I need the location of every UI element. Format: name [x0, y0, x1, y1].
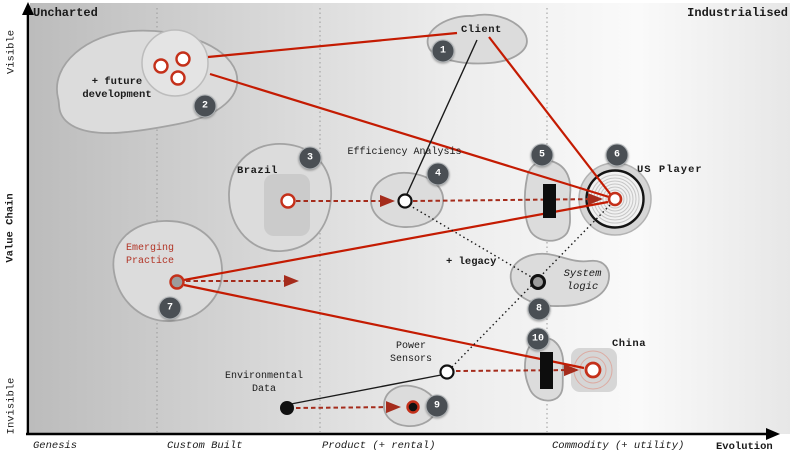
badge-6: 6	[605, 143, 629, 167]
inertia-bar-supplier	[543, 184, 556, 218]
badge-4: 4	[426, 162, 450, 186]
node-future-b	[175, 51, 191, 67]
y-axis-title: Value Chain	[4, 193, 17, 263]
label-client: Client	[461, 24, 502, 36]
arrow-envdata-to-sensorblob	[295, 401, 401, 414]
label-power-sensors: Power Sensors	[389, 341, 432, 365]
link-client-to-efficiency	[406, 39, 478, 195]
label-industrialised: Industrialised	[687, 6, 788, 20]
label-system-logic: System logic	[563, 268, 602, 294]
label-legacy: + legacy	[446, 256, 497, 268]
link-emerging-to-us-player	[183, 200, 609, 282]
badge-8: 8	[527, 297, 551, 321]
inertia-bar-china	[540, 352, 553, 389]
label-emerging-practice: Emerging Practice	[126, 243, 175, 267]
red-links	[183, 31, 612, 370]
node-efficiency-analysis	[397, 193, 413, 209]
badge-1: 1	[431, 39, 455, 63]
badge-10: 10	[526, 327, 550, 351]
x-axis-arrow	[766, 428, 780, 440]
arrow-powersensors-to-china	[455, 364, 579, 377]
node-power-sensors	[439, 364, 455, 380]
link-efficiency-to-systemlogic	[408, 204, 534, 279]
node-sensor-blob	[406, 400, 420, 414]
link-usplayer-to-powersensors	[450, 204, 611, 369]
node-china	[584, 361, 602, 379]
link-envdata-to-powersensors	[290, 374, 442, 405]
china-ring-inner	[579, 356, 607, 384]
x-axis-title: Evolution	[716, 441, 773, 453]
link-future-to-client	[207, 31, 458, 59]
label-uncharted: Uncharted	[33, 6, 98, 20]
node-environmental-data	[280, 401, 294, 415]
badge-9: 9	[425, 394, 449, 418]
label-china: China	[612, 338, 647, 350]
label-brazil: Brazil	[237, 165, 278, 177]
link-client-to-us-player	[488, 36, 612, 196]
node-us-player	[607, 191, 623, 207]
label-efficiency-analysis: Efficiency Analysis	[347, 147, 462, 158]
map-nodes	[153, 51, 623, 415]
stage-custom-built: Custom Built	[167, 440, 243, 452]
blob-emerging-practice	[112, 220, 223, 322]
node-emerging-practice	[169, 274, 185, 290]
node-future-c	[170, 70, 186, 86]
node-future-a	[153, 58, 169, 74]
y-axis-arrow	[22, 2, 34, 15]
y-axis-top-label: Visible	[5, 29, 18, 75]
link-future-to-us-player	[209, 72, 610, 199]
badge-7: 7	[158, 296, 182, 320]
y-axis-bottom-label: Invisible	[5, 377, 18, 435]
axes	[26, 12, 768, 436]
badge-3: 3	[298, 146, 322, 170]
label-us-player: US Player	[637, 164, 703, 176]
label-future-development: + future development	[82, 76, 152, 102]
black-links	[290, 39, 478, 405]
badge-2: 2	[193, 94, 217, 118]
future-development-inner-circle	[141, 29, 209, 97]
link-emerging-to-china	[183, 283, 585, 370]
stage-product: Product (+ rental)	[322, 440, 436, 452]
label-environmental-data: Environmental Data	[224, 371, 303, 395]
node-system-logic	[530, 274, 546, 290]
stage-commodity: Commodity (+ utility)	[552, 440, 685, 452]
stage-genesis: Genesis	[33, 440, 78, 452]
node-brazil	[280, 193, 296, 209]
arrow-efficiency-to-usplayer	[412, 193, 603, 206]
badge-5: 5	[530, 143, 554, 167]
movement-arrows	[186, 193, 603, 414]
dotted-links	[408, 204, 611, 369]
